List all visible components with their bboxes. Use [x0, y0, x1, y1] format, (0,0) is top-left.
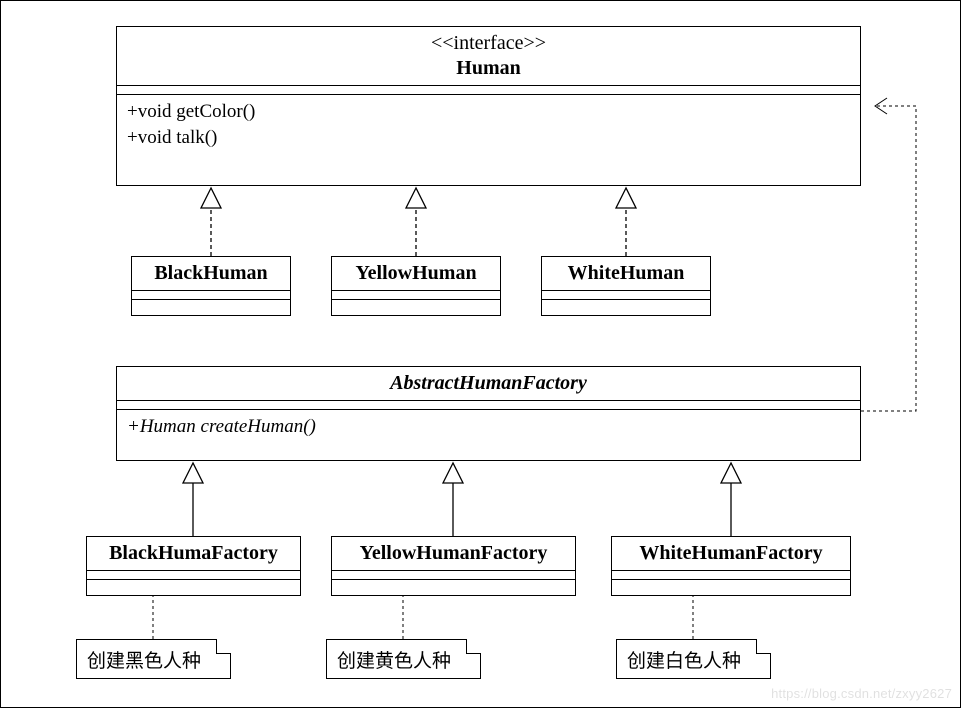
- class-human-title: <<interface>> Human: [117, 27, 860, 85]
- note-fold-icon: [466, 639, 481, 654]
- separator: [542, 299, 710, 300]
- class-name-label: YellowHuman: [355, 262, 476, 284]
- class-name-label: AbstractHumanFactory: [390, 372, 587, 394]
- class-name-label: YellowHumanFactory: [360, 542, 548, 564]
- note-fold-icon: [216, 639, 231, 654]
- separator: [87, 579, 300, 580]
- separator: [332, 570, 575, 571]
- class-yellow-factory: YellowHumanFactory: [331, 536, 576, 596]
- uml-canvas: <<interface>> Human +void getColor() +vo…: [0, 0, 961, 708]
- stereotype-label: <<interface>>: [125, 31, 852, 56]
- method-label: +void talk(): [127, 125, 850, 151]
- dependency-arrow: [861, 98, 916, 411]
- separator: [87, 570, 300, 571]
- note-fold-icon: [756, 639, 771, 654]
- realization-arrow: [616, 188, 636, 256]
- class-name-label: WhiteHuman: [568, 262, 685, 284]
- class-title: AbstractHumanFactory: [117, 367, 860, 400]
- watermark-text: https://blog.csdn.net/zxyy2627: [771, 686, 952, 701]
- class-name-label: BlackHuman: [154, 262, 267, 284]
- methods-compartment: +void getColor() +void talk(): [117, 95, 860, 154]
- note-yellow: 创建黄色人种: [326, 639, 481, 679]
- separator: [332, 299, 500, 300]
- separator: [332, 290, 500, 291]
- note-text: 创建白色人种: [627, 651, 741, 672]
- class-name-label: Human: [125, 56, 852, 81]
- class-abstract-factory: AbstractHumanFactory +Human createHuman(…: [116, 366, 861, 461]
- class-human: <<interface>> Human +void getColor() +vo…: [116, 26, 861, 186]
- generalization-arrow: [721, 463, 741, 536]
- note-black: 创建黑色人种: [76, 639, 231, 679]
- separator: [117, 85, 860, 86]
- separator: [332, 579, 575, 580]
- class-white-factory: WhiteHumanFactory: [611, 536, 851, 596]
- class-title: BlackHuman: [132, 257, 290, 290]
- class-white-human: WhiteHuman: [541, 256, 711, 316]
- class-name-label: BlackHumaFactory: [109, 542, 278, 564]
- class-black-human: BlackHuman: [131, 256, 291, 316]
- note-text: 创建黄色人种: [337, 651, 451, 672]
- method-label: +Human createHuman(): [127, 414, 850, 440]
- class-black-factory: BlackHumaFactory: [86, 536, 301, 596]
- realization-arrow: [201, 188, 221, 256]
- separator: [612, 570, 850, 571]
- separator: [132, 290, 290, 291]
- class-title: YellowHumanFactory: [332, 537, 575, 570]
- class-title: WhiteHumanFactory: [612, 537, 850, 570]
- class-name-label: WhiteHumanFactory: [639, 542, 822, 564]
- separator: [117, 400, 860, 401]
- separator: [132, 299, 290, 300]
- realization-arrow: [406, 188, 426, 256]
- separator: [542, 290, 710, 291]
- note-white: 创建白色人种: [616, 639, 771, 679]
- class-title: BlackHumaFactory: [87, 537, 300, 570]
- generalization-arrow: [183, 463, 203, 536]
- class-yellow-human: YellowHuman: [331, 256, 501, 316]
- class-title: WhiteHuman: [542, 257, 710, 290]
- separator: [612, 579, 850, 580]
- generalization-arrow: [443, 463, 463, 536]
- note-text: 创建黑色人种: [87, 651, 201, 672]
- method-label: +void getColor(): [127, 99, 850, 125]
- class-title: YellowHuman: [332, 257, 500, 290]
- methods-compartment: +Human createHuman(): [117, 410, 860, 444]
